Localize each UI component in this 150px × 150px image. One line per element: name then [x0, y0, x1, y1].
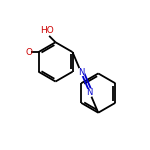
Circle shape	[86, 89, 93, 96]
Text: HO: HO	[40, 26, 54, 35]
Text: O: O	[26, 48, 33, 57]
Text: N: N	[78, 68, 84, 77]
Text: N: N	[87, 88, 93, 97]
Circle shape	[77, 68, 85, 76]
